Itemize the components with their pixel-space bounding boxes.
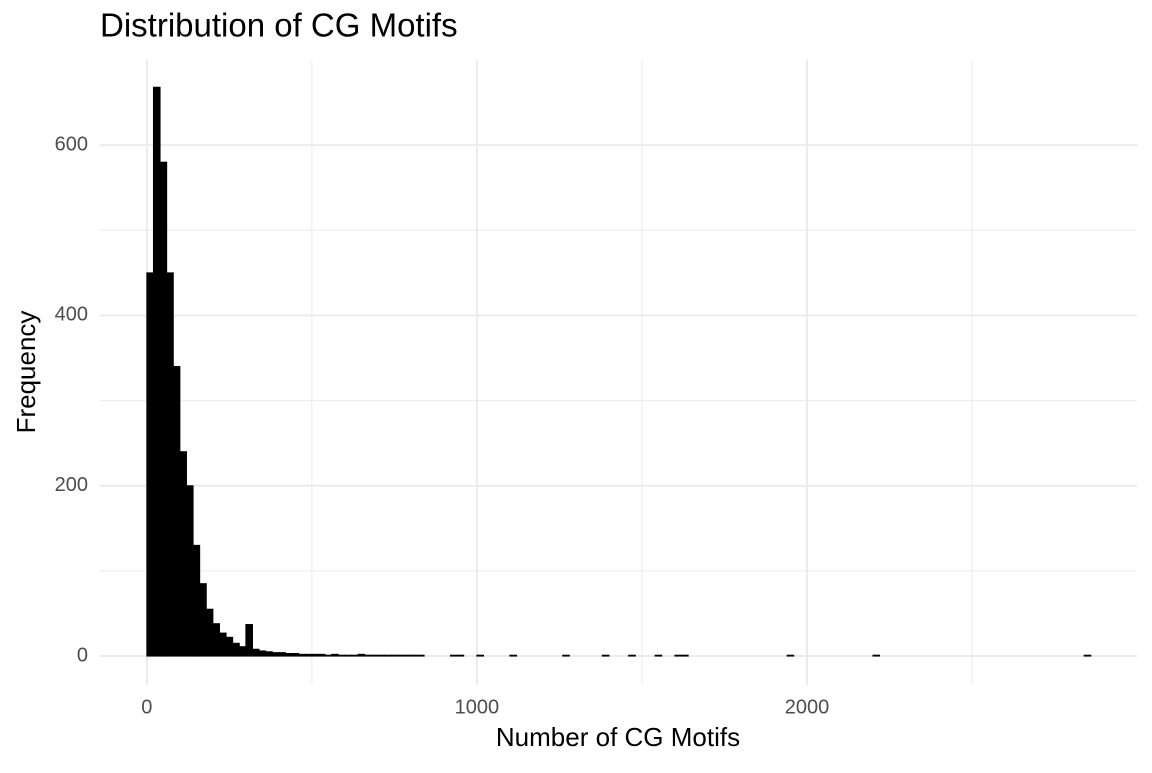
- bar: [159, 161, 168, 657]
- chart-title: Distribution of CG Motifs: [100, 7, 458, 44]
- bar: [265, 651, 273, 657]
- bar: [456, 654, 465, 657]
- y-tick-label: 400: [55, 304, 88, 326]
- bar: [331, 653, 339, 657]
- bar: [654, 654, 663, 657]
- bar: [410, 654, 419, 657]
- bar: [476, 654, 485, 657]
- x-axis-label: Number of CG Motifs: [496, 722, 740, 752]
- bar: [311, 653, 319, 657]
- y-tick-label: 600: [55, 133, 88, 155]
- bar: [258, 650, 267, 657]
- bar: [344, 654, 352, 657]
- bar: [251, 648, 260, 657]
- bar: [317, 653, 326, 657]
- bar: [298, 653, 306, 657]
- bar: [304, 653, 313, 657]
- bar: [284, 652, 293, 657]
- bar: [218, 632, 227, 657]
- bar: [872, 654, 881, 657]
- bar: [786, 654, 795, 657]
- bar: [172, 366, 181, 657]
- y-tick-label: 200: [55, 474, 88, 496]
- bar: [417, 654, 425, 657]
- x-tick-label: 1000: [455, 696, 500, 718]
- bar: [628, 654, 636, 657]
- bar: [291, 652, 300, 657]
- bar: [370, 654, 379, 657]
- bar: [324, 654, 333, 657]
- bar: [278, 652, 286, 657]
- bar: [152, 86, 161, 657]
- bar: [403, 654, 412, 657]
- bar: [238, 646, 247, 657]
- bar: [232, 642, 240, 657]
- bar: [199, 583, 207, 657]
- bar: [350, 654, 359, 657]
- x-tick-label: 2000: [785, 696, 830, 718]
- bar: [681, 654, 689, 657]
- bar: [357, 653, 366, 657]
- bar: [179, 451, 187, 657]
- bar: [192, 544, 201, 657]
- bar: [212, 623, 220, 657]
- bar: [674, 654, 683, 657]
- bar: [1083, 654, 1092, 657]
- y-tick-label: 0: [77, 644, 88, 666]
- bar: [390, 654, 399, 657]
- bar: [225, 636, 234, 657]
- bar: [383, 654, 392, 657]
- bar: [245, 624, 253, 657]
- bar: [271, 652, 280, 657]
- bar: [337, 654, 346, 657]
- bar: [562, 654, 570, 657]
- x-tick-label: 0: [141, 696, 152, 718]
- bar: [364, 654, 372, 657]
- bar: [185, 485, 194, 657]
- y-axis-label: Frequency: [11, 311, 41, 434]
- bar: [601, 654, 610, 657]
- bar: [450, 654, 458, 657]
- bar: [146, 272, 154, 657]
- bar: [397, 654, 405, 657]
- bar: [509, 654, 518, 657]
- bar: [205, 608, 214, 657]
- bar: [166, 272, 174, 657]
- bar: [377, 654, 385, 657]
